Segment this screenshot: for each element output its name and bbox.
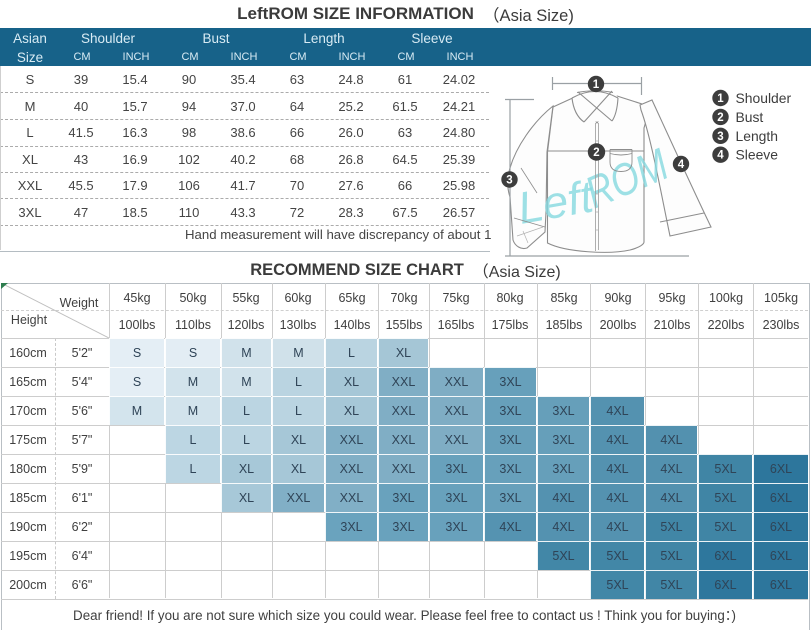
- svg-text:Bust: Bust: [736, 109, 764, 125]
- svg-text:Shoulder: Shoulder: [736, 90, 792, 106]
- svg-text:4: 4: [678, 159, 685, 171]
- svg-text:1: 1: [717, 93, 724, 105]
- svg-text:2: 2: [717, 112, 723, 124]
- svg-text:4: 4: [717, 150, 724, 162]
- svg-text:1: 1: [593, 79, 600, 91]
- svg-text:3: 3: [506, 175, 512, 187]
- svg-text:Length: Length: [736, 128, 779, 144]
- svg-text:Sleeve: Sleeve: [736, 147, 779, 163]
- svg-text:2: 2: [593, 147, 599, 159]
- svg-text:3: 3: [717, 131, 723, 143]
